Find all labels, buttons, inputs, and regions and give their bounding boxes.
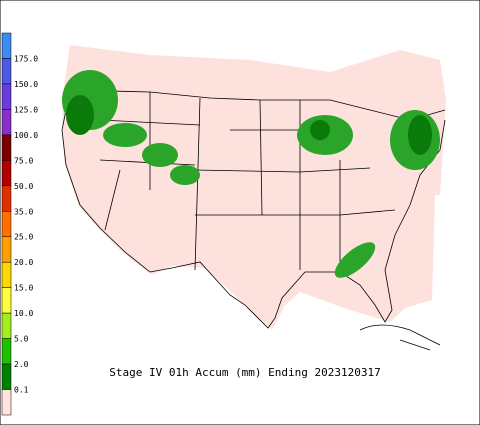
legend-label: 150.0 <box>14 80 38 89</box>
legend-label: 15.0 <box>14 284 33 293</box>
map-title: Stage IV 01h Accum (mm) Ending 202312031… <box>109 366 381 379</box>
legend-label: 2.0 <box>14 360 29 369</box>
islands <box>359 324 441 351</box>
legend-swatch <box>1 160 12 187</box>
legend-label: 5.0 <box>14 335 29 344</box>
precip <box>142 143 178 167</box>
legend-label: 75.0 <box>14 156 33 165</box>
legend: 175.0 150.0 125.0 100.0 75.0 50.0 35.0 25.0 20.0… <box>1 32 38 416</box>
legend-label: 20.0 <box>14 258 33 267</box>
legend-swatch <box>1 287 12 314</box>
legend-swatch <box>1 109 12 136</box>
legend-label: 0.1 <box>14 386 29 395</box>
legend-swatch <box>1 312 12 339</box>
legend-label: 50.0 <box>14 182 33 191</box>
precip <box>408 115 432 155</box>
us-map <box>61 45 446 351</box>
legend-label: 125.0 <box>14 105 38 114</box>
legend-swatch <box>1 134 12 161</box>
precip <box>310 120 330 140</box>
precip <box>66 95 94 135</box>
legend-label: 35.0 <box>14 207 33 216</box>
precip <box>170 165 200 185</box>
legend-label: 175.0 <box>14 54 38 63</box>
legend-swatch <box>1 389 12 416</box>
legend-swatch <box>1 32 12 59</box>
legend-swatch <box>1 338 12 365</box>
legend-label: 100.0 <box>14 131 38 140</box>
legend-label: 25.0 <box>14 233 33 242</box>
legend-swatch <box>1 236 12 263</box>
legend-swatch <box>1 185 12 212</box>
legend-swatch <box>1 211 12 237</box>
legend-swatch <box>1 83 12 110</box>
legend-swatch <box>1 58 12 85</box>
precip <box>334 242 376 278</box>
legend-swatch <box>1 363 12 390</box>
legend-label: 10.0 <box>14 309 33 318</box>
legend-swatch <box>1 261 12 288</box>
coastline <box>61 89 446 329</box>
precip <box>103 123 147 147</box>
